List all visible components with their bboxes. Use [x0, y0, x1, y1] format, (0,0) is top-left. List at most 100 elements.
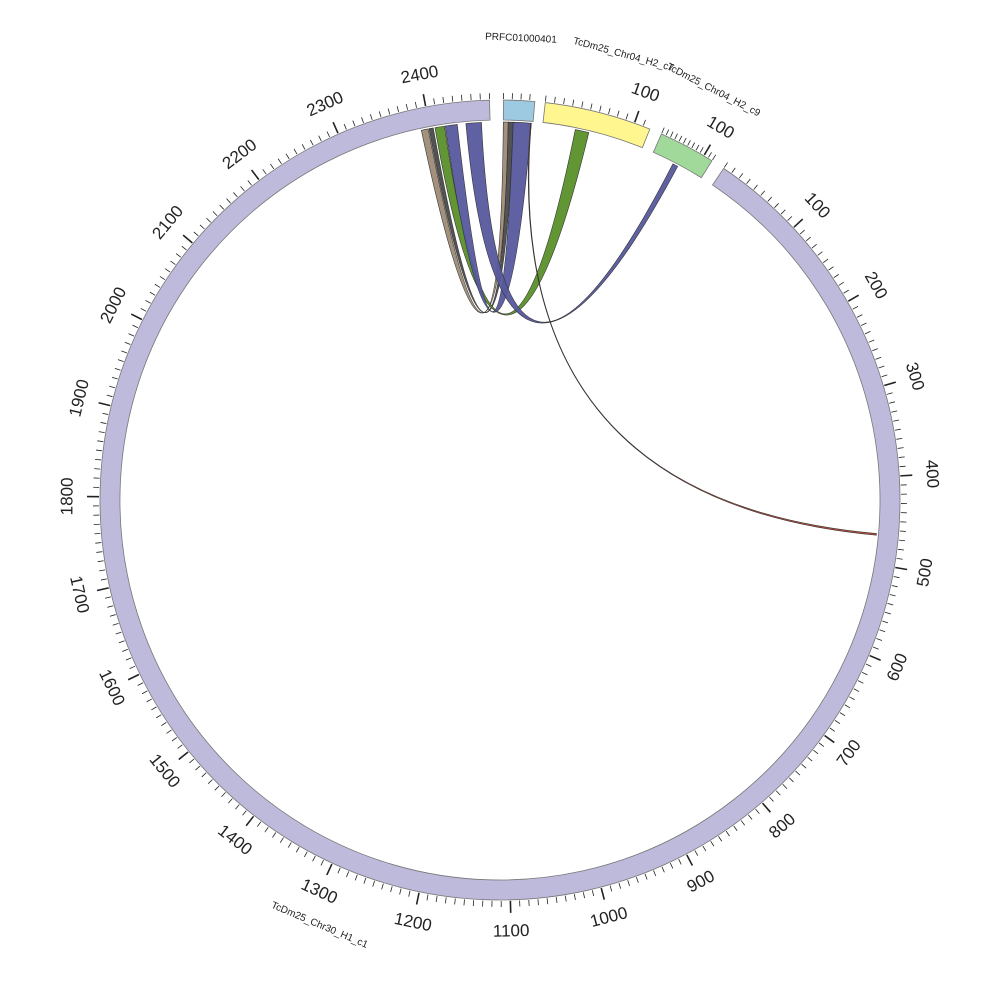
major-tick: [96, 587, 109, 592]
minor-tick: [132, 324, 139, 329]
minor-tick: [731, 167, 736, 174]
minor-tick: [164, 268, 171, 273]
minor-tick: [769, 796, 774, 802]
minor-tick: [118, 640, 125, 644]
minor-tick: [381, 883, 384, 890]
minor-tick: [546, 898, 549, 905]
minor-tick: [104, 596, 111, 599]
minor-tick: [893, 576, 900, 579]
minor-tick: [678, 135, 683, 142]
minor-tick: [399, 888, 402, 895]
minor-tick: [435, 895, 438, 903]
minor-tick: [733, 825, 738, 831]
minor-tick: [149, 291, 156, 296]
major-tick: [703, 144, 712, 156]
minor-tick: [599, 105, 602, 112]
minor-tick: [780, 209, 786, 215]
minor-tick: [277, 158, 282, 165]
tick-label: 1800: [57, 477, 76, 515]
minor-tick: [563, 98, 565, 105]
segment-name-label: TcDm25_Chr04_H2_c7: [572, 36, 676, 74]
tick-label: 1900: [65, 377, 92, 418]
minor-tick: [129, 665, 136, 670]
minor-tick: [738, 173, 744, 179]
minor-tick: [609, 885, 613, 892]
minor-tick: [876, 638, 883, 641]
minor-tick: [860, 322, 867, 326]
tick-label: 100: [629, 78, 662, 105]
minor-tick: [544, 95, 547, 102]
minor-tick: [683, 137, 687, 144]
minor-tick: [843, 289, 849, 294]
minor-tick: [361, 117, 364, 124]
minor-tick: [708, 152, 712, 158]
minor-tick: [242, 810, 247, 816]
minor-tick: [813, 749, 819, 755]
minor-tick: [159, 276, 166, 281]
minor-tick: [760, 190, 766, 196]
minor-tick: [627, 880, 630, 886]
minor-tick: [653, 870, 657, 877]
minor-tick: [177, 744, 183, 749]
minor-tick: [352, 120, 356, 127]
minor-tick: [775, 790, 781, 796]
ideogram-TcDm25_Chr04_H2_c9: [652, 133, 713, 179]
minor-tick: [644, 873, 648, 880]
major-tick: [793, 218, 804, 228]
minor-tick: [554, 96, 556, 103]
minor-tick: [442, 96, 445, 104]
major-tick: [127, 673, 140, 681]
ideogram-PRFC01000401: [502, 99, 536, 122]
minor-tick: [343, 123, 347, 130]
minor-tick: [887, 603, 894, 606]
major-tick: [182, 234, 193, 244]
minor-tick: [805, 236, 811, 242]
minor-tick: [896, 438, 903, 440]
minor-tick: [293, 148, 298, 155]
minor-tick: [896, 558, 903, 560]
minor-tick: [96, 449, 103, 452]
minor-tick: [661, 866, 665, 873]
minor-tick: [151, 706, 157, 711]
minor-tick: [839, 712, 846, 717]
minor-tick: [309, 139, 314, 146]
major-tick: [245, 815, 255, 827]
minor-tick: [195, 765, 201, 771]
minor-tick: [849, 696, 855, 701]
link-ribbon: [465, 122, 679, 324]
minor-tick: [723, 162, 728, 168]
minor-tick: [897, 548, 904, 551]
minor-tick: [861, 671, 868, 676]
minor-tick: [405, 103, 408, 110]
minor-tick: [240, 186, 245, 192]
minor-tick: [856, 314, 863, 318]
minor-tick: [221, 792, 226, 798]
minor-tick: [125, 657, 132, 661]
minor-tick: [117, 359, 124, 363]
minor-tick: [312, 855, 316, 862]
minor-tick: [214, 785, 220, 791]
minor-tick: [748, 814, 753, 820]
minor-tick: [106, 394, 113, 398]
tick-label: 800: [765, 809, 799, 842]
minor-tick: [844, 704, 851, 709]
minor-tick: [642, 119, 646, 126]
minor-tick: [881, 374, 888, 378]
tick-label: 100: [801, 189, 834, 223]
minor-tick: [206, 217, 212, 223]
major-tick: [98, 402, 111, 407]
minor-tick: [608, 108, 611, 115]
minor-tick: [378, 111, 382, 118]
tick-label: 1100: [493, 921, 530, 941]
minor-tick: [102, 412, 109, 415]
minor-tick: [189, 758, 195, 764]
minor-tick: [408, 890, 411, 897]
minor-tick: [635, 876, 639, 883]
minor-tick: [285, 153, 290, 160]
minor-tick: [175, 253, 182, 258]
minor-tick: [122, 648, 128, 652]
minor-tick: [201, 772, 207, 778]
minor-tick: [264, 827, 269, 833]
minor-tick: [387, 108, 391, 115]
minor-tick: [146, 698, 153, 703]
